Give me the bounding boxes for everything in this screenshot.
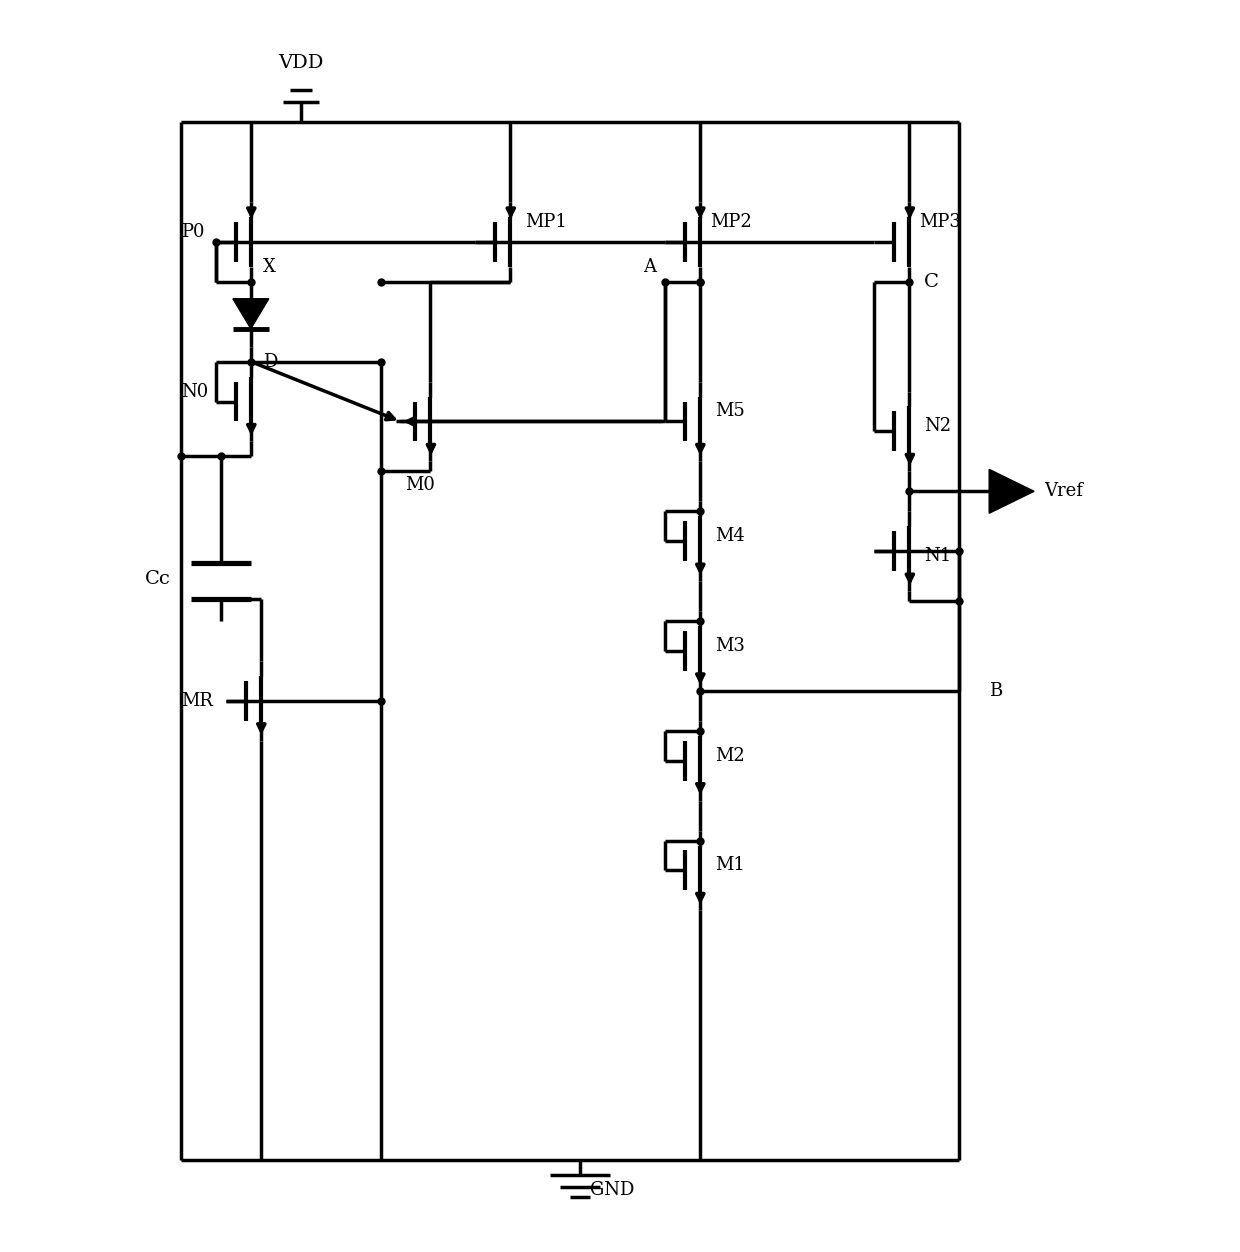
Text: X: X <box>263 258 275 275</box>
Text: M3: M3 <box>714 637 745 655</box>
Text: B: B <box>990 682 1002 700</box>
Text: MP1: MP1 <box>526 213 567 230</box>
Text: M2: M2 <box>714 746 744 765</box>
Text: GND: GND <box>590 1181 635 1198</box>
Text: D: D <box>263 353 278 371</box>
Text: C: C <box>924 273 939 290</box>
Text: N2: N2 <box>924 417 951 436</box>
Text: N1: N1 <box>924 547 951 565</box>
Text: N0: N0 <box>181 383 208 401</box>
Text: VDD: VDD <box>278 54 324 73</box>
Polygon shape <box>990 470 1034 513</box>
Polygon shape <box>233 299 269 329</box>
Text: M1: M1 <box>714 856 745 874</box>
Text: M0: M0 <box>405 476 435 495</box>
Text: MP2: MP2 <box>709 213 751 230</box>
Text: P0: P0 <box>181 223 205 240</box>
Text: Vref: Vref <box>1044 482 1083 501</box>
Text: Cc: Cc <box>145 570 171 588</box>
Text: MP3: MP3 <box>919 213 961 230</box>
Text: M4: M4 <box>714 527 744 545</box>
Text: A: A <box>644 258 656 275</box>
Text: MR: MR <box>181 692 213 710</box>
Text: M5: M5 <box>714 402 744 421</box>
